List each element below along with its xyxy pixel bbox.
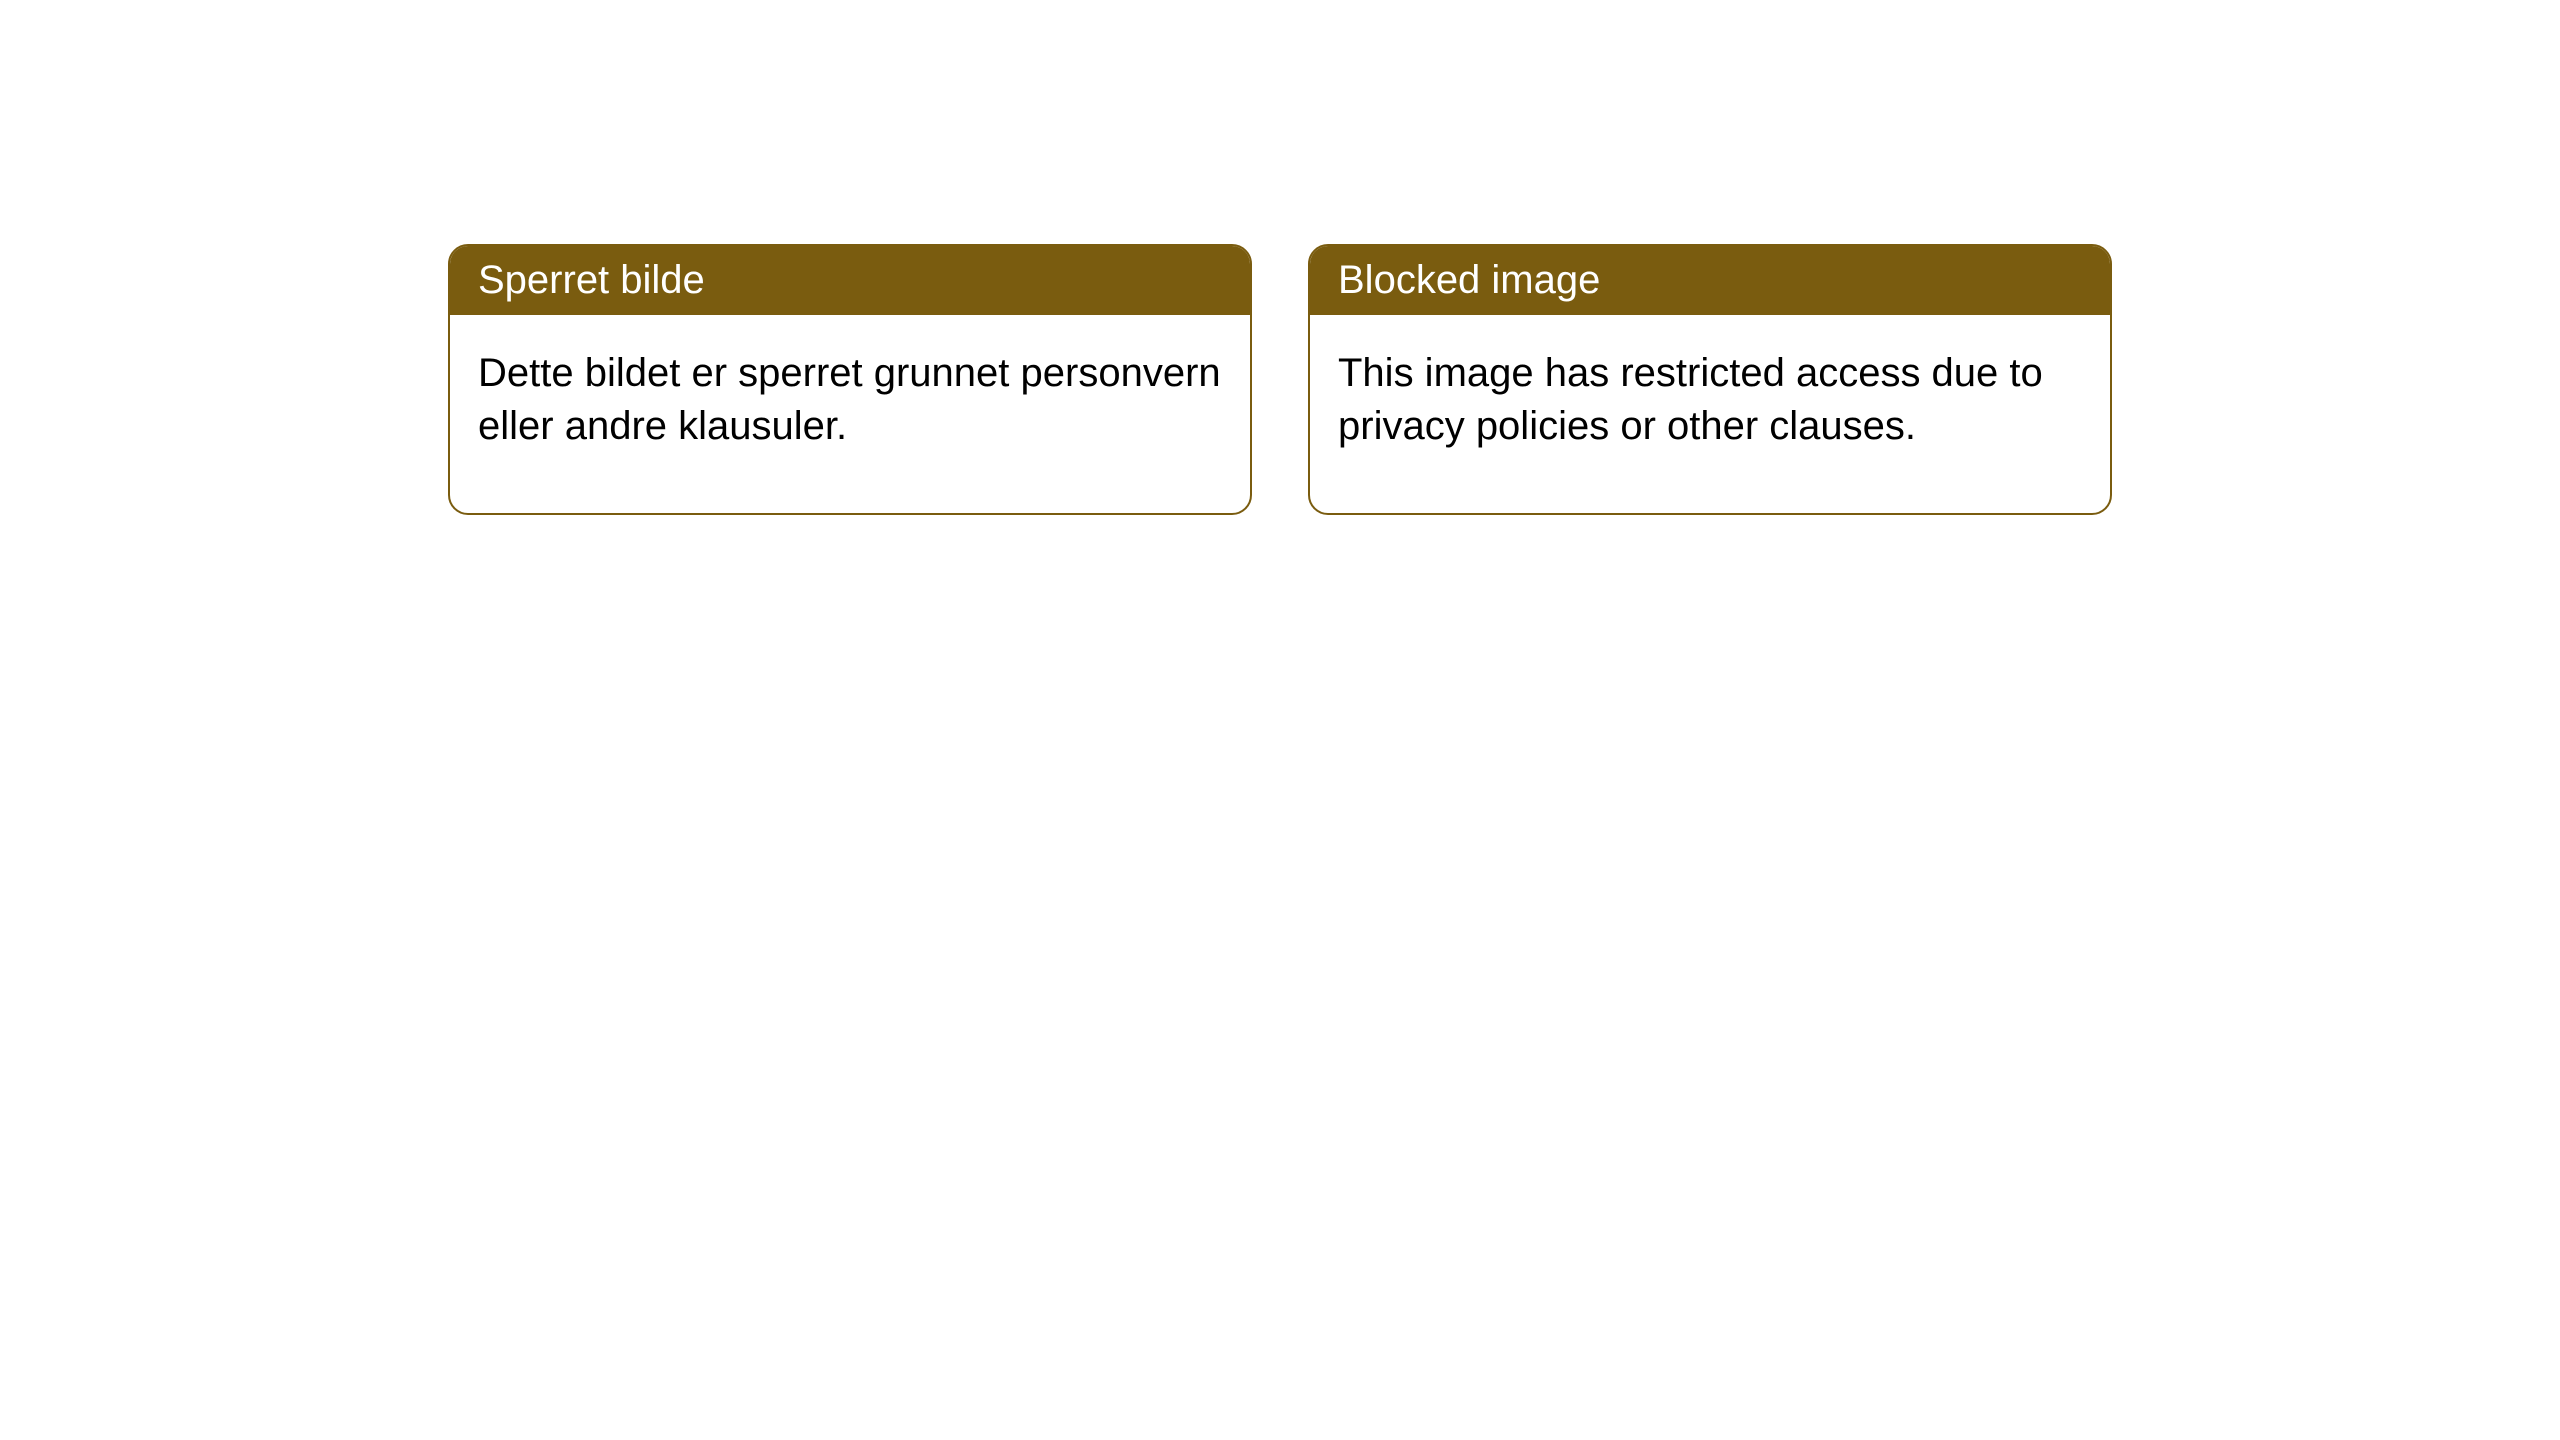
- notice-card-norwegian: Sperret bilde Dette bildet er sperret gr…: [448, 244, 1252, 515]
- notice-card-english: Blocked image This image has restricted …: [1308, 244, 2112, 515]
- notice-card-body: This image has restricted access due to …: [1310, 315, 2110, 513]
- notice-card-header: Sperret bilde: [450, 246, 1250, 315]
- notice-card-title: Blocked image: [1338, 258, 1600, 302]
- notice-card-body: Dette bildet er sperret grunnet personve…: [450, 315, 1250, 513]
- notice-card-message: Dette bildet er sperret grunnet personve…: [478, 351, 1221, 448]
- notice-container: Sperret bilde Dette bildet er sperret gr…: [0, 0, 2560, 515]
- notice-card-header: Blocked image: [1310, 246, 2110, 315]
- notice-card-message: This image has restricted access due to …: [1338, 351, 2043, 448]
- notice-card-title: Sperret bilde: [478, 258, 705, 302]
